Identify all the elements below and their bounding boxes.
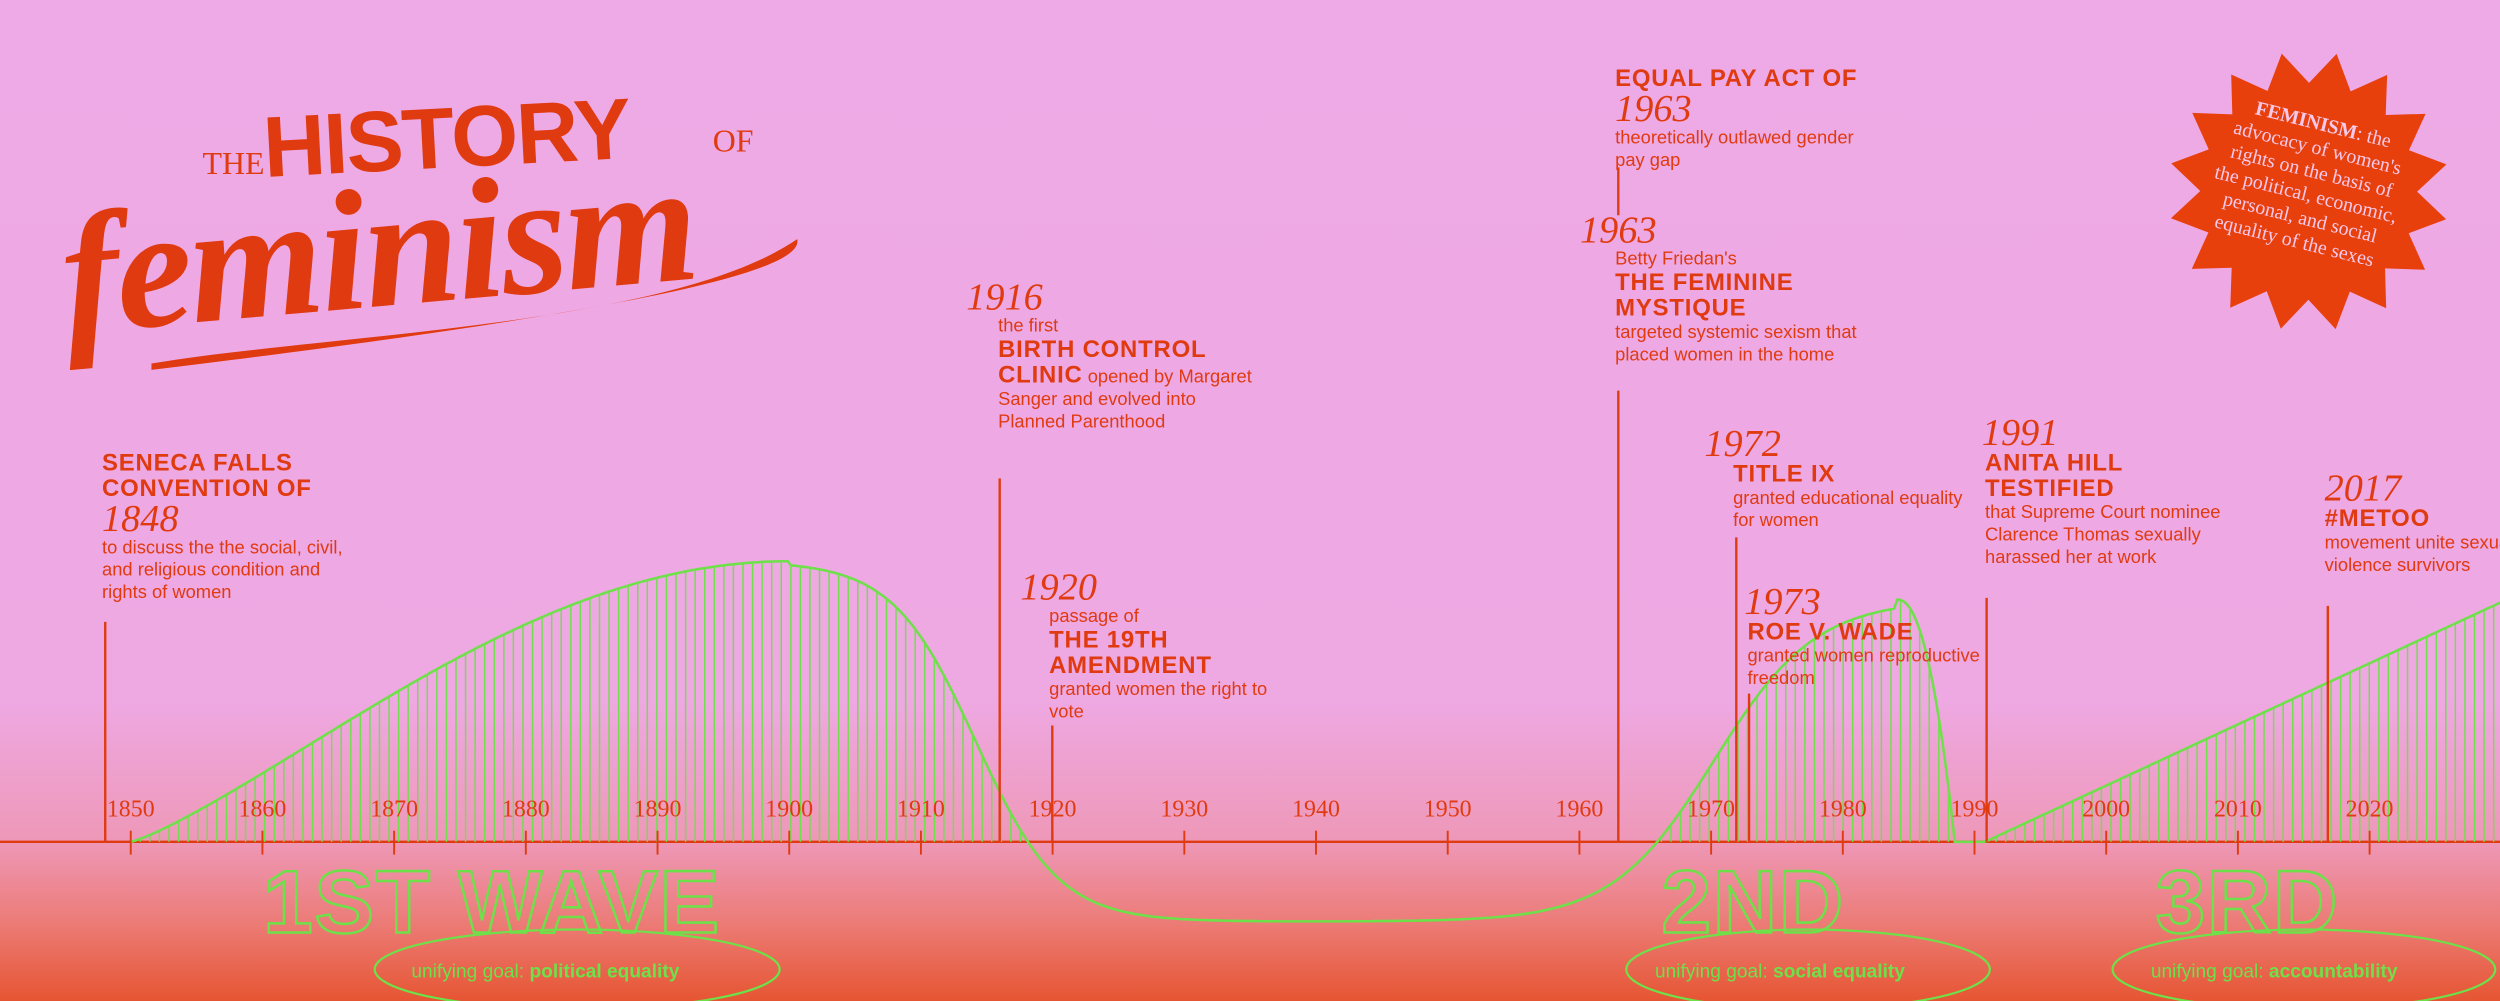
title-of: OF — [712, 124, 754, 160]
wave-hatching — [139, 561, 2495, 842]
axis-year: 1870 — [370, 797, 419, 823]
axis-year: 1900 — [765, 797, 814, 823]
event-year: 1973 — [1744, 581, 1821, 624]
wave-goal: unifying goal: political equality — [411, 960, 679, 982]
axis-year: 1940 — [1292, 797, 1340, 823]
axis-year: 1950 — [1423, 797, 1472, 823]
wave-goal: unifying goal: accountability — [2151, 960, 2398, 982]
axis-ticks — [129, 830, 2371, 855]
event-year: 1963 — [1580, 210, 1657, 252]
wave-name: 2ND — [1660, 850, 1845, 953]
goal-value: political equality — [529, 959, 680, 983]
event-text: targeted systemic sexism that placed wom… — [1615, 323, 1857, 366]
event-heading: THE 19TH AMENDMENT — [1049, 626, 1212, 680]
event-text: theoretically outlawed gender pay gap — [1615, 129, 1854, 171]
event-heading: ANITA HILL TESTIFIED — [1985, 449, 2123, 503]
event-heading: EQUAL PAY ACT OF — [1615, 65, 1858, 93]
event-pre: the first — [998, 317, 1059, 337]
event-year: 1972 — [1704, 424, 1781, 466]
starburst — [2170, 53, 2447, 330]
event-text: granted educational equality for women — [1733, 489, 1963, 531]
event-year: 1963 — [1615, 89, 1692, 131]
event-text: that Supreme Court nominee Clarence Thom… — [1985, 503, 2221, 568]
axis-year: 2000 — [2082, 797, 2131, 823]
event-text: granted women the right to vote — [1049, 680, 1268, 723]
goal-ellipses — [373, 928, 2497, 1001]
event-text: to discuss the the social, civil, and re… — [102, 538, 343, 603]
event: 1972 TITLE IX granted educational equality… — [1704, 426, 1988, 532]
axis-year: 2010 — [2213, 797, 2262, 823]
axis-year: 1860 — [238, 797, 287, 823]
event-lines — [104, 167, 2330, 842]
event-text: opened by Margaret Sanger and evolved in… — [998, 368, 1252, 433]
event-heading: BIRTH CONTROL CLINIC — [998, 336, 1206, 390]
goal-value: accountability — [2268, 959, 2398, 983]
event: 1920 passage of THE 19TH AMENDMENT granted … — [1020, 569, 1304, 724]
axis-year: 2020 — [2345, 797, 2394, 823]
event-heading: TITLE IX — [1733, 460, 1836, 488]
wave-curve — [130, 559, 2500, 923]
event: EQUAL PAY ACT OF 1963 theoretically outla… — [1615, 65, 1870, 172]
event-heading: #METOO — [2324, 505, 2430, 533]
wave-name: 1ST WAVE — [262, 850, 721, 953]
axis-year: 1970 — [1687, 797, 1736, 823]
title-the: THE — [202, 146, 265, 182]
event: 1991 ANITA HILL TESTIFIED that Supreme Cou… — [1981, 412, 2240, 569]
event: 1973 ROE V. WADE granted women reproductiv… — [1744, 581, 2002, 690]
event-pre: Betty Friedan's — [1615, 250, 1737, 270]
wave-goal: unifying goal: social equality — [1655, 960, 1905, 982]
axis-year: 1880 — [501, 797, 550, 823]
event: 2017 #METOO movement unite sexual violence… — [2324, 468, 2500, 577]
event-year: 1991 — [1981, 412, 2059, 455]
goal-label: unifying goal: — [2150, 959, 2264, 983]
axis-year: 1930 — [1160, 797, 1209, 823]
event-text: granted women reproductive freedom — [1747, 647, 1980, 689]
event: 1963 Betty Friedan's THE FEMININE MYSTIQUE… — [1580, 212, 1870, 367]
axis-year: 1890 — [633, 797, 682, 823]
event: 1916 the first BIRTH CONTROL CLINIC opened… — [966, 279, 1253, 434]
event-heading: SENECA FALLS CONVENTION OF — [102, 449, 312, 503]
axis-year: 1920 — [1028, 797, 1077, 823]
wave-name: 3RD — [2154, 850, 2340, 953]
axis-year: 1990 — [1950, 797, 1999, 823]
event-text: movement unite sexual violence survivors — [2324, 534, 2500, 576]
event-year: 1916 — [966, 277, 1043, 319]
event-heading: ROE V. WADE — [1747, 618, 1914, 646]
event-pre: passage of — [1049, 607, 1139, 627]
event: SENECA FALLS CONVENTION OF 1848 to discus… — [102, 449, 357, 604]
goal-label: unifying goal: — [1654, 959, 1768, 983]
event-year: 1920 — [1020, 567, 1097, 610]
event-heading: THE FEMININE MYSTIQUE — [1615, 269, 1794, 323]
axis-year: 1960 — [1555, 797, 1604, 823]
axis-year: 1980 — [1818, 797, 1867, 823]
event-year: 1848 — [102, 499, 179, 541]
event-year: 2017 — [2324, 468, 2402, 511]
title-swash — [151, 239, 798, 370]
goal-label: unifying goal: — [411, 959, 525, 983]
axis-year: 1850 — [106, 797, 155, 823]
goal-value: social equality — [1773, 959, 1905, 983]
axis-year: 1910 — [896, 797, 945, 823]
